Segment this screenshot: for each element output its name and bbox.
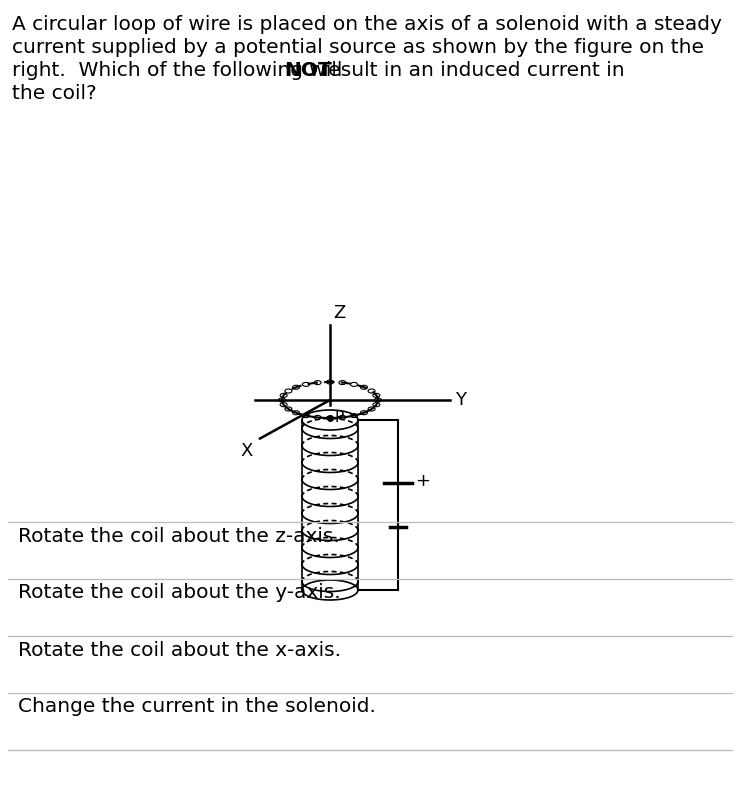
Text: Change the current in the solenoid.: Change the current in the solenoid. <box>18 698 376 717</box>
Text: P: P <box>335 411 344 426</box>
Text: Rotate the coil about the x-axis.: Rotate the coil about the x-axis. <box>18 641 341 660</box>
Text: the coil?: the coil? <box>12 84 97 103</box>
Text: current supplied by a potential source as shown by the figure on the: current supplied by a potential source a… <box>12 38 704 57</box>
Text: Y: Y <box>455 391 466 409</box>
Text: X: X <box>240 442 253 461</box>
Text: Rotate the coil about the y-axis.: Rotate the coil about the y-axis. <box>18 584 340 603</box>
Text: Rotate the coil about the z-axis.: Rotate the coil about the z-axis. <box>18 526 340 546</box>
Text: Z: Z <box>333 304 346 322</box>
Text: +: + <box>415 472 430 490</box>
Text: right.  Which of the following will: right. Which of the following will <box>12 61 349 80</box>
Text: result in an induced current in: result in an induced current in <box>314 61 625 80</box>
Text: NOT: NOT <box>284 61 332 80</box>
Text: A circular loop of wire is placed on the axis of a solenoid with a steady: A circular loop of wire is placed on the… <box>12 15 722 34</box>
